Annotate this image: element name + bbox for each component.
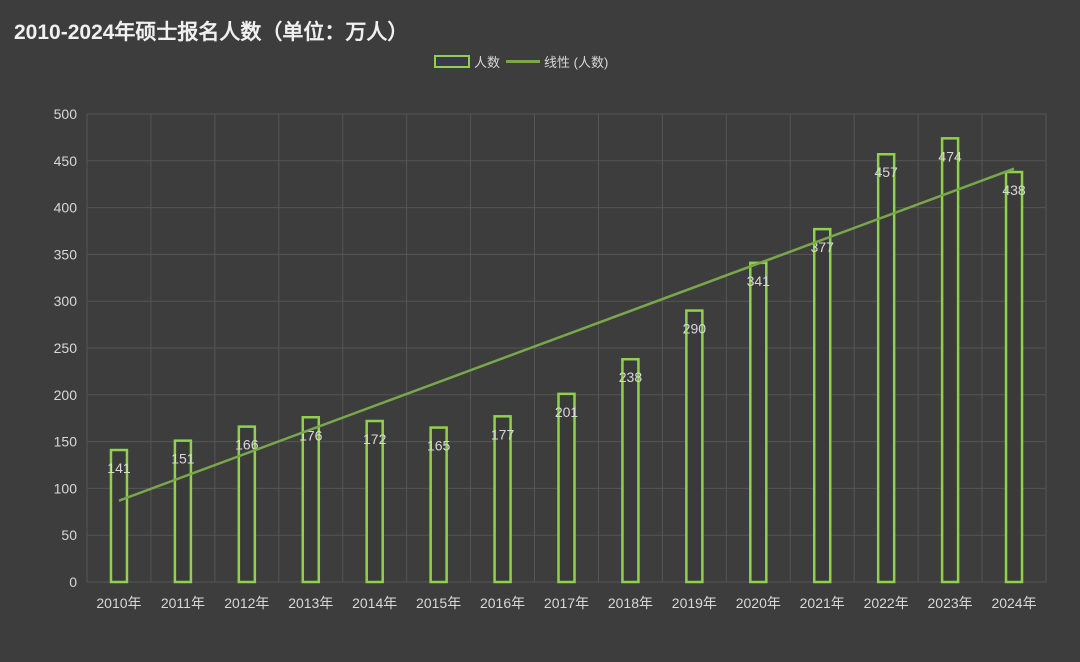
bar (685, 309, 704, 584)
data-label: 177 (491, 426, 515, 442)
y-tick-label: 450 (54, 153, 78, 169)
bar (365, 419, 384, 584)
bar (109, 448, 129, 584)
bar (940, 137, 960, 584)
y-tick-label: 500 (54, 106, 78, 122)
bar (1004, 170, 1024, 584)
y-tick-label: 300 (54, 293, 78, 309)
bar (876, 152, 896, 584)
data-label: 438 (1002, 182, 1026, 198)
bar (621, 357, 640, 584)
x-tick-label: 2021年 (800, 595, 845, 611)
data-label: 166 (235, 437, 259, 453)
data-label: 151 (171, 451, 195, 467)
x-tick-label: 2019年 (672, 595, 717, 611)
legend-label-trend: 线性 (人数) (544, 55, 609, 70)
y-tick-label: 0 (69, 574, 77, 590)
data-label: 457 (874, 164, 898, 180)
bar (237, 425, 257, 584)
y-tick-label: 250 (54, 340, 78, 356)
bar (812, 227, 832, 584)
data-label: 238 (619, 369, 643, 385)
bar (429, 426, 448, 584)
x-tick-label: 2024年 (991, 595, 1036, 611)
data-label: 474 (938, 148, 962, 164)
x-tick-label: 2016年 (480, 595, 525, 611)
x-tick-label: 2010年 (96, 595, 141, 611)
x-tick-label: 2015年 (416, 595, 461, 611)
y-tick-label: 100 (54, 480, 78, 496)
x-tick-label: 2020年 (736, 595, 781, 611)
bar (493, 415, 512, 584)
x-tick-label: 2022年 (864, 595, 909, 611)
data-label: 341 (747, 273, 771, 289)
y-tick-label: 350 (54, 246, 78, 262)
y-tick-label: 150 (54, 434, 78, 450)
data-label: 165 (427, 438, 451, 454)
x-tick-label: 2014年 (352, 595, 397, 611)
x-tick-label: 2011年 (161, 595, 205, 611)
x-tick-label: 2013年 (288, 595, 333, 611)
legend-swatch-bar (434, 55, 470, 68)
legend-label-bar: 人数 (474, 55, 501, 70)
data-label: 290 (683, 321, 707, 337)
bar (557, 392, 576, 584)
bar (301, 416, 321, 584)
legend: 人数 线性 (人数) (434, 52, 608, 71)
x-tick-label: 2017年 (544, 595, 589, 611)
bar (749, 261, 768, 584)
x-tick-label: 2023年 (928, 595, 973, 611)
data-label: 141 (107, 460, 131, 476)
y-tick-label: 400 (54, 200, 78, 216)
y-tick-label: 50 (61, 527, 77, 543)
data-label: 201 (555, 404, 579, 420)
x-tick-label: 2018年 (608, 595, 653, 611)
x-tick-label: 2012年 (224, 595, 269, 611)
legend-swatch-trend (506, 60, 541, 63)
data-label: 172 (363, 431, 387, 447)
chart-title: 2010-2024年硕士报名人数（单位：万人） (14, 21, 409, 44)
y-tick-label: 200 (54, 387, 78, 403)
trendline (118, 167, 1015, 502)
